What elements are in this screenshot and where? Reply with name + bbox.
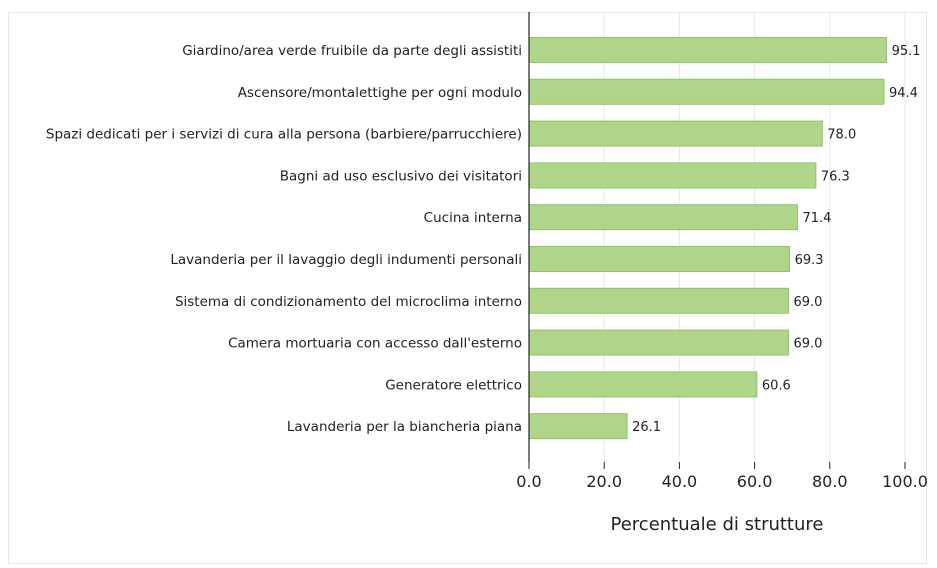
bar xyxy=(528,371,758,398)
x-tick-label: 20.0 xyxy=(586,472,622,491)
x-axis-ticks: 0.0 20.0 40.0 60.0 80.0 100.0 xyxy=(516,462,928,491)
category-labels: Giardino/area verde fruibile da parte de… xyxy=(46,43,522,435)
category-label: Camera mortuaria con accesso dall'estern… xyxy=(228,336,522,352)
value-labels: 95.1 94.4 78.0 76.3 71.4 69.3 69.0 69.0 60.6 26.1 xyxy=(632,44,920,435)
data-label: 69.0 xyxy=(793,295,822,310)
x-tick-label: 80.0 xyxy=(812,472,848,491)
category-label: Sistema di condizionamento del microclim… xyxy=(175,294,522,310)
bar xyxy=(528,162,817,189)
data-label: 95.1 xyxy=(892,44,921,59)
category-label: Generatore elettrico xyxy=(385,377,522,393)
bar xyxy=(528,204,798,231)
data-label: 69.0 xyxy=(793,337,822,352)
x-tick-label: 100.0 xyxy=(882,472,928,491)
bar xyxy=(528,413,628,440)
category-label: Lavanderia per il lavaggio degli indumen… xyxy=(170,252,522,268)
category-label: Ascensore/montalettighe per ogni modulo xyxy=(238,85,522,101)
data-label: 69.3 xyxy=(795,253,824,268)
category-label: Bagni ad uso esclusivo dei visitatori xyxy=(280,168,522,184)
data-label: 60.6 xyxy=(762,378,791,393)
data-label: 26.1 xyxy=(632,420,661,435)
data-label: 78.0 xyxy=(827,128,856,143)
data-label: 76.3 xyxy=(821,169,850,184)
category-label: Spazi dedicati per i servizi di cura all… xyxy=(46,127,522,143)
bars xyxy=(528,37,888,440)
x-tick-label: 0.0 xyxy=(516,472,541,491)
bar xyxy=(528,120,823,147)
data-label: 71.4 xyxy=(802,211,831,226)
bar xyxy=(528,78,885,105)
x-tick-label: 40.0 xyxy=(662,472,698,491)
bar xyxy=(528,37,888,63)
data-label: 94.4 xyxy=(889,86,918,101)
x-axis-title: Percentuale di strutture xyxy=(611,514,824,535)
bar xyxy=(528,246,791,272)
bar xyxy=(528,287,789,314)
category-label: Giardino/area verde fruibile da parte de… xyxy=(182,43,522,59)
category-label: Cucina interna xyxy=(424,210,522,226)
x-tick-label: 60.0 xyxy=(737,472,773,491)
bar xyxy=(528,329,789,356)
category-label: Lavanderia per la biancheria piana xyxy=(287,419,522,435)
